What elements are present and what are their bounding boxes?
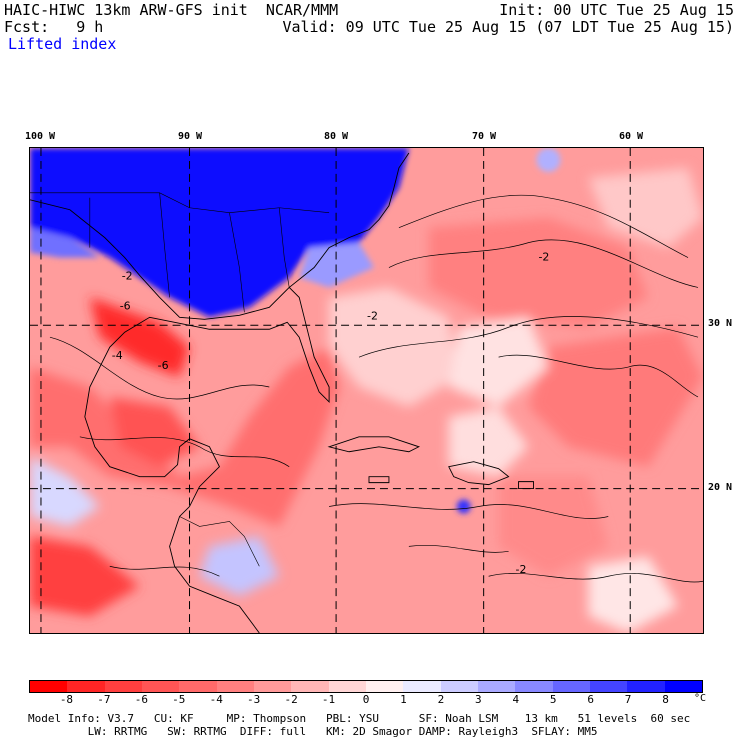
color-scale-swatch <box>515 681 553 692</box>
color-scale-swatch <box>552 681 590 692</box>
model-title: HAIC-HIWC 13km ARW-GFS init NCAR/MMM <box>4 1 339 19</box>
color-scale-tick: 2 <box>437 693 445 706</box>
init-time: Init: 00 UTC Tue 25 Aug 15 <box>499 1 734 19</box>
color-scale-tick: -3 <box>247 693 261 706</box>
contour-label: -2 <box>367 309 378 322</box>
coastlines <box>30 152 534 633</box>
lon-label: 100 W <box>24 131 56 142</box>
color-scale-bar <box>29 680 703 693</box>
color-scale-swatch <box>440 681 478 692</box>
color-scale-tick: -2 <box>284 693 298 706</box>
color-scale-tick: -7 <box>97 693 111 706</box>
color-scale-swatch <box>291 681 329 692</box>
field-name: Lifted index <box>8 35 117 53</box>
atlantic-coastline <box>288 152 410 288</box>
valid-time: Valid: 09 UTC Tue 25 Aug 15 (07 LDT Tue … <box>282 18 734 36</box>
lon-label: 80 W <box>323 131 349 142</box>
color-scale-swatch <box>216 681 254 692</box>
contour-label: -4 <box>112 349 123 362</box>
color-scale-swatch <box>67 681 105 692</box>
color-scale-swatch <box>365 681 404 692</box>
color-scale-swatch <box>477 681 516 692</box>
state-border <box>89 192 290 313</box>
color-scale-swatch <box>30 681 68 692</box>
color-scale-tick: 1 <box>400 693 407 706</box>
model-info-line2: LW: RRTMG SW: RRTMG DIFF: full KM: 2D Sm… <box>28 725 598 738</box>
color-scale-tick: 7 <box>624 693 632 706</box>
cuba-outline <box>327 436 421 453</box>
color-scale-tick: -6 <box>134 693 148 706</box>
shading-field <box>30 167 703 633</box>
state-border <box>30 192 330 214</box>
forecast-hour: Fcst: 9 h <box>4 18 104 36</box>
color-scale-swatch <box>179 681 217 692</box>
color-scale-swatch <box>253 681 292 692</box>
puerto-rico-outline <box>518 481 534 490</box>
color-scale-tick: 5 <box>549 693 557 706</box>
color-scale-tick: -5 <box>172 693 186 706</box>
hispaniola-outline <box>448 461 510 486</box>
contour-label: -2 <box>516 563 527 576</box>
contour-label: -2 <box>538 251 549 264</box>
color-scale-swatch <box>104 681 142 692</box>
lat-label: 20 N <box>708 482 733 493</box>
lon-label: 90 W <box>177 131 203 142</box>
gulf-coastline <box>30 199 330 633</box>
contour-label: -6 <box>120 299 131 312</box>
color-scale-swatch <box>627 681 665 692</box>
color-scale-tick: 3 <box>475 693 482 706</box>
color-scale-swatch <box>328 681 366 692</box>
color-scale-tick: 4 <box>512 693 520 706</box>
jamaica-outline <box>368 476 390 484</box>
model-info-line1: Model Info: V3.7 CU: KF MP: Thompson PBL… <box>28 712 691 725</box>
lifted-index-map: -2 -2 -2 -2 -6 -6 -4 <box>29 147 704 634</box>
contour-label: -2 <box>122 269 133 282</box>
color-scale-swatch <box>664 681 702 692</box>
color-scale-tick: -8 <box>59 693 74 706</box>
contour-label: -6 <box>158 359 169 372</box>
color-scale-tick: -4 <box>209 693 223 706</box>
color-scale-tick: 8 <box>662 693 669 706</box>
color-scale-tick: 0 <box>362 693 370 706</box>
contour-value-labels: -2 -2 -2 -2 -6 -6 -4 <box>112 251 550 577</box>
lon-label: 70 W <box>471 131 497 142</box>
color-scale-tick: -1 <box>321 693 336 706</box>
contour-lines <box>49 194 703 583</box>
graticule <box>30 148 703 633</box>
lat-label: 30 N <box>708 318 733 329</box>
color-scale-swatch <box>403 681 441 692</box>
lon-label: 60 W <box>618 131 644 142</box>
color-scale-tick: 6 <box>587 693 594 706</box>
color-scale-swatch <box>589 681 628 692</box>
color-scale-swatch <box>141 681 180 692</box>
unit-label: °C <box>694 693 707 704</box>
country-border <box>179 516 260 567</box>
